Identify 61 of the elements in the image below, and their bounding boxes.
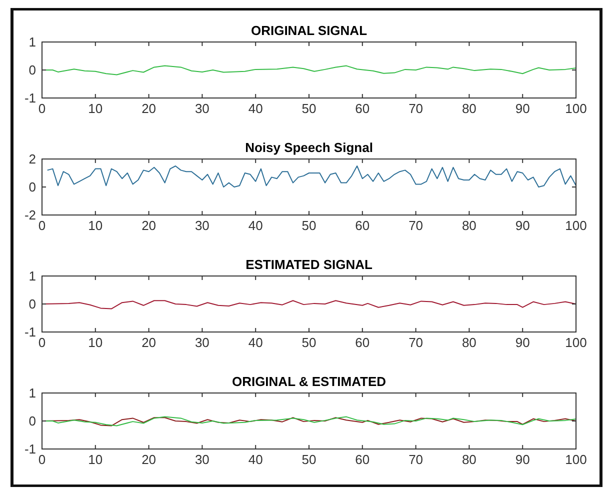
x-tick-label: 60 [355, 101, 370, 116]
chart-title: Noisy Speech Signal [245, 140, 373, 155]
x-tick-label: 60 [355, 335, 370, 350]
x-tick-label: 70 [408, 101, 424, 116]
x-tick-label: 10 [88, 218, 103, 233]
x-tick-label: 80 [462, 101, 476, 116]
x-tick-label: 70 [408, 335, 424, 350]
x-tick-label: 50 [302, 101, 316, 116]
x-tick-label: 20 [142, 101, 156, 116]
y-tick-label: -1 [24, 324, 36, 340]
x-tick-label: 60 [355, 218, 370, 233]
x-tick-label: 20 [142, 218, 156, 233]
x-tick-label: 50 [302, 452, 316, 467]
x-tick-label: 30 [194, 218, 210, 233]
x-tick-label: 30 [194, 101, 210, 116]
x-tick-label: 70 [408, 218, 424, 233]
x-tick-label: 10 [88, 335, 103, 350]
x-tick-label: 70 [408, 452, 424, 467]
x-tick-label: 20 [142, 452, 156, 467]
chart-title: ORIGINAL SIGNAL [250, 23, 368, 38]
x-tick-label: 60 [355, 452, 370, 467]
x-tick-label: 100 [565, 218, 587, 233]
x-tick-label: 80 [462, 218, 476, 233]
x-tick-label: 40 [248, 101, 263, 116]
x-tick-label: 90 [515, 335, 530, 350]
line-series [46, 166, 576, 188]
x-tick-label: 30 [194, 335, 210, 350]
y-tick-label: 0 [28, 414, 36, 428]
y-tick-label: -1 [24, 90, 36, 106]
y-tick-label: -2 [24, 208, 36, 222]
y-tick-label: 1 [28, 34, 36, 50]
y-tick-label: 1 [28, 268, 36, 284]
chart-title: ESTIMATED SIGNAL [246, 257, 372, 272]
x-tick-label: 30 [194, 452, 210, 467]
x-tick-label: 0 [38, 218, 46, 233]
x-tick-label: 50 [302, 218, 316, 233]
chart-title: ORIGINAL & ESTIMATED [232, 374, 386, 389]
x-tick-label: 0 [38, 452, 46, 467]
x-tick-label: 0 [38, 335, 46, 350]
x-tick-label: 10 [88, 101, 103, 116]
y-tick-label: 2 [28, 152, 36, 166]
x-tick-label: 90 [515, 218, 530, 233]
x-tick-label: 80 [462, 335, 476, 350]
y-tick-label: 1 [28, 386, 36, 400]
x-tick-label: 40 [248, 335, 263, 350]
x-tick-label: 40 [248, 452, 263, 467]
y-tick-label: 0 [28, 62, 36, 78]
x-tick-label: 10 [88, 452, 103, 467]
x-tick-label: 100 [565, 101, 587, 116]
y-tick-label: 0 [28, 180, 36, 194]
x-tick-label: 40 [248, 218, 263, 233]
x-tick-label: 50 [302, 335, 316, 350]
x-tick-label: 90 [515, 101, 530, 116]
x-tick-label: 80 [462, 452, 476, 467]
x-tick-label: 0 [38, 101, 46, 116]
y-tick-label: 0 [28, 296, 36, 312]
x-tick-label: 90 [515, 452, 530, 467]
x-tick-label: 20 [142, 335, 156, 350]
x-tick-label: 100 [565, 335, 587, 350]
y-tick-label: -1 [24, 442, 36, 456]
x-tick-label: 100 [565, 452, 587, 467]
